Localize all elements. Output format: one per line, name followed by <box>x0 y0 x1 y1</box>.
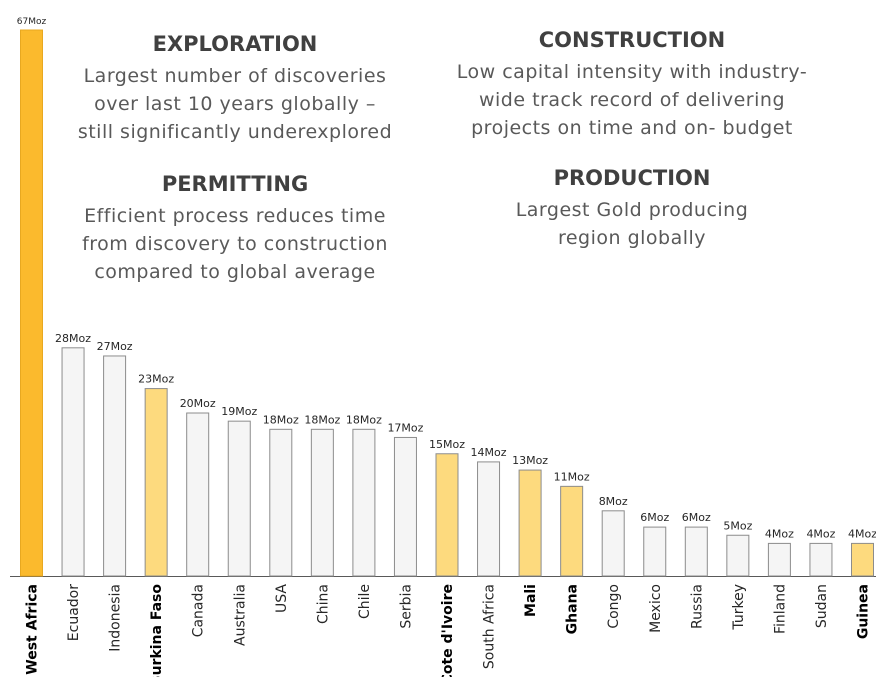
bar-australia <box>227 420 251 577</box>
category-label: Canada <box>191 584 207 637</box>
permitting-title: PERMITTING <box>161 172 309 196</box>
value-label: 5Moz <box>723 519 752 532</box>
category-label: West Africa <box>25 584 41 675</box>
bar-chile <box>352 428 376 577</box>
exploration-line: Largest number of discoveries <box>83 65 387 87</box>
bar-sudan <box>809 542 833 577</box>
category-label: Burkina Faso <box>149 584 165 677</box>
bar-congo <box>601 510 625 577</box>
bar-mali <box>518 469 542 577</box>
value-label: 6Moz <box>682 511 711 524</box>
exploration-line: over last 10 years globally – <box>94 93 376 115</box>
value-label: 27Moz <box>97 340 133 353</box>
production-panel: PRODUCTION Largest Gold producing region… <box>482 166 782 252</box>
bar-south-africa <box>477 461 501 577</box>
category-label: Cote d'Ivoire <box>440 584 456 677</box>
category-label: China <box>315 584 331 624</box>
category-label: Turkey <box>731 584 747 631</box>
bar-china <box>310 428 334 577</box>
value-label: 17Moz <box>387 421 423 434</box>
category-label: Ghana <box>565 584 581 634</box>
category-label: Finland <box>772 584 788 634</box>
value-label: 18Moz <box>263 413 299 426</box>
bar-guinea <box>851 542 874 577</box>
bar-turkey <box>726 534 750 577</box>
value-label: 11Moz <box>554 470 590 483</box>
bar-usa <box>269 428 293 577</box>
construction-panel: CONSTRUCTION Low capital intensity with … <box>432 28 832 142</box>
category-label: Australia <box>232 584 248 646</box>
bar-mexico <box>643 526 667 577</box>
value-label: 6Moz <box>640 511 669 524</box>
value-label: 14Moz <box>471 446 507 459</box>
value-label: 67Moz <box>17 17 47 27</box>
exploration-line: still significantly underexplored <box>77 121 393 143</box>
category-label: Serbia <box>398 584 414 629</box>
exploration-title: EXPLORATION <box>152 32 318 56</box>
category-label: Chile <box>357 584 373 619</box>
bar-canada <box>186 412 210 577</box>
value-label: 28Moz <box>55 332 91 345</box>
production-text: Largest Gold producing region globally <box>482 196 782 252</box>
category-label: Guinea <box>856 584 872 639</box>
permitting-panel: PERMITTING Efficient process reduces tim… <box>60 172 410 286</box>
value-label: 18Moz <box>304 413 340 426</box>
value-label: 15Moz <box>429 438 465 451</box>
permitting-text: Efficient process reduces time from disc… <box>60 202 410 286</box>
bar-cote-d-ivoire <box>435 453 459 577</box>
value-label: 8Moz <box>599 495 628 508</box>
exploration-text: Largest number of discoveries over last … <box>60 62 410 146</box>
category-label: Russia <box>689 584 705 629</box>
exploration-panel: EXPLORATION Largest number of discoverie… <box>60 32 410 146</box>
bar-burkina-faso <box>144 388 168 577</box>
category-label: South Africa <box>482 584 498 669</box>
production-line: region globally <box>557 227 707 249</box>
value-label: 19Moz <box>221 405 257 418</box>
construction-title: CONSTRUCTION <box>538 28 726 52</box>
value-label: 4Moz <box>765 527 794 540</box>
category-label: Ecuador <box>66 584 82 641</box>
value-label: 20Moz <box>180 397 216 410</box>
value-label: 23Moz <box>138 373 174 386</box>
bar-ecuador <box>61 347 85 577</box>
category-label: Mexico <box>648 584 664 633</box>
construction-line: Low capital intensity with industry- <box>456 61 808 83</box>
permitting-line: Efficient process reduces time <box>84 205 386 227</box>
construction-line: projects on time and on- budget <box>471 117 793 139</box>
construction-line: wide track record of delivering <box>478 89 786 111</box>
bar-finland <box>767 542 791 577</box>
value-label: 18Moz <box>346 413 382 426</box>
category-label: USA <box>274 584 290 613</box>
category-label: Congo <box>606 584 622 629</box>
bar-ghana <box>560 485 584 577</box>
permitting-line: compared to global average <box>94 261 376 283</box>
category-label: Sudan <box>814 584 830 628</box>
category-label: Indonesia <box>108 584 124 652</box>
bar-serbia <box>393 436 417 577</box>
value-label: 13Moz <box>512 454 548 467</box>
production-line: Largest Gold producing <box>515 199 749 221</box>
bar-west-africa <box>20 29 43 577</box>
bar-indonesia <box>103 355 127 577</box>
production-title: PRODUCTION <box>553 166 711 190</box>
value-label: 4Moz <box>806 527 835 540</box>
bar-russia <box>684 526 708 577</box>
permitting-line: from discovery to construction <box>82 233 388 255</box>
value-label: 4Moz <box>848 527 876 540</box>
construction-text: Low capital intensity with industry- wid… <box>432 58 832 142</box>
category-label: Mali <box>523 584 539 617</box>
